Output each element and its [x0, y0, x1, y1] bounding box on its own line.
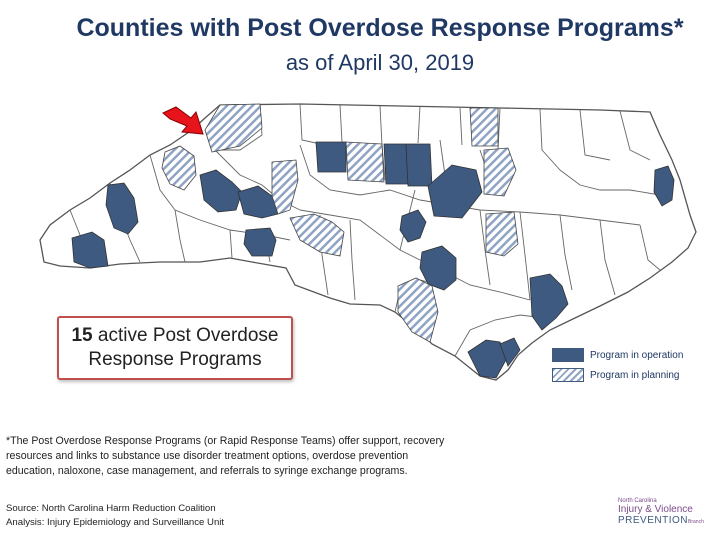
county-operation	[105, 182, 139, 235]
legend-item-operation: Program in operation	[552, 345, 683, 365]
county-planning	[204, 103, 263, 153]
county-operation	[653, 165, 675, 207]
footnote-line1: *The Post Overdose Response Programs (or…	[6, 435, 445, 447]
county-planning	[469, 107, 499, 147]
logo-line1: North Carolina	[618, 498, 657, 504]
county-operation	[405, 143, 433, 187]
program-count: 15	[71, 325, 93, 346]
county-planning	[397, 277, 439, 343]
logo-line2: Injury & Violence	[618, 504, 693, 515]
county-planning	[483, 147, 517, 197]
footnote-line3: education, naloxone, case management, an…	[6, 465, 408, 477]
county-planning	[289, 213, 345, 257]
county-operation	[427, 164, 483, 219]
source-line: Source: North Carolina Harm Reduction Co…	[6, 503, 216, 514]
county-operation	[499, 337, 521, 367]
operation-swatch	[552, 348, 584, 362]
footnote: *The Post Overdose Response Programs (or…	[6, 434, 476, 479]
legend-label-planning: Program in planning	[590, 369, 680, 381]
callout-line1: active Post Overdose	[97, 325, 279, 346]
footnote-line2: resources and links to substance use dis…	[6, 450, 409, 462]
callout-line2: Response Programs	[88, 349, 262, 370]
program-count-callout: 15 active Post Overdose Response Program…	[57, 316, 293, 380]
county-operation	[419, 245, 457, 291]
county-operation	[199, 169, 243, 213]
map-title: Counties with Post Overdose Response Pro…	[76, 14, 684, 42]
planning-swatch	[552, 368, 584, 382]
county-operation	[71, 231, 109, 269]
map-subtitle: as of April 30, 2019	[285, 50, 475, 75]
legend-label-operation: Program in operation	[590, 349, 684, 361]
logo-line4: Branch	[688, 519, 704, 525]
legend-item-planning: Program in planning	[552, 365, 683, 385]
ivp-branch-logo: North Carolina Injury & Violence PREVENT…	[618, 498, 718, 538]
map-legend: Program in operation Program in planning	[552, 345, 683, 385]
analysis-line: Analysis: Injury Epidemiology and Survei…	[6, 517, 225, 528]
county-operation	[243, 227, 277, 257]
county-operation	[399, 209, 427, 243]
logo-line3: PREVENTIONBranch	[618, 515, 704, 526]
county-operation	[383, 143, 409, 185]
red-arrow-icon	[162, 106, 204, 135]
county-planning	[485, 211, 519, 257]
county-planning	[271, 159, 299, 215]
counties-in-planning	[161, 103, 519, 343]
source-note: Source: North Carolina Harm Reduction Co…	[6, 502, 224, 530]
county-operation	[529, 273, 569, 331]
county-planning	[161, 145, 197, 191]
counties-in-operation	[71, 141, 675, 379]
county-planning	[345, 141, 385, 183]
county-operation	[315, 141, 347, 173]
